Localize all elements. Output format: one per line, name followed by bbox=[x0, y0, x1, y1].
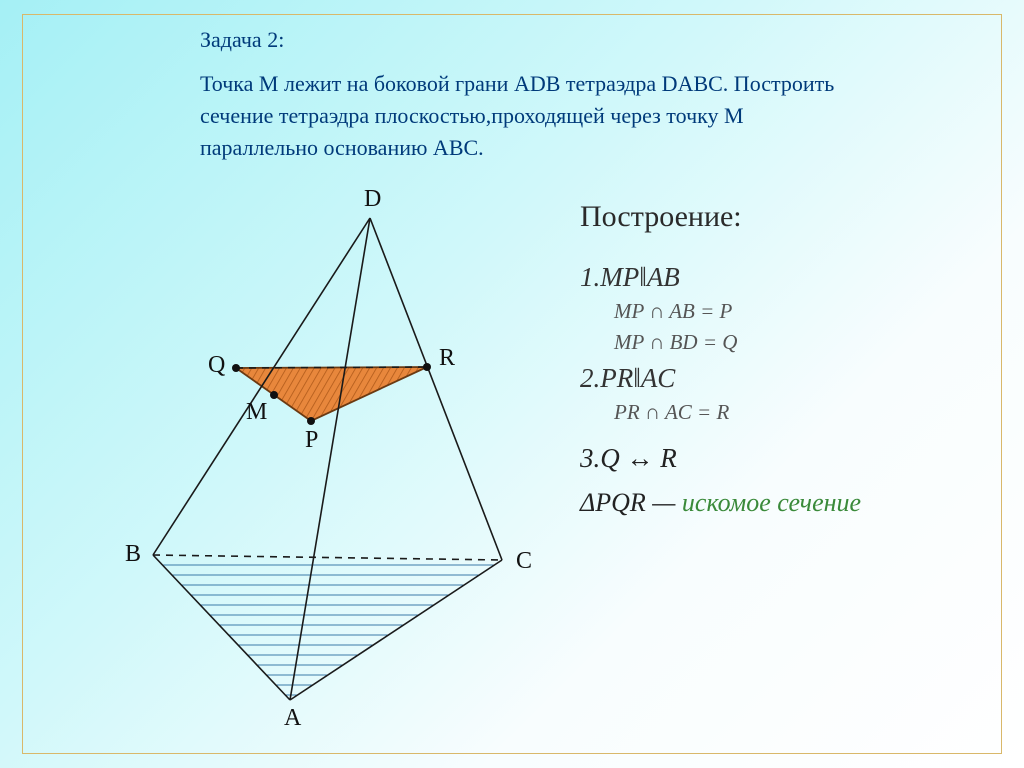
task-body: Точка М лежит на боковой грани ADB тетра… bbox=[200, 68, 850, 164]
step-1: 1.MP‖AB bbox=[580, 262, 980, 293]
step-1a: MP ∩ AB = P bbox=[614, 299, 980, 324]
construction-heading: Построение: bbox=[580, 200, 980, 234]
result-right: искомое сечение bbox=[682, 488, 861, 517]
svg-text:B: B bbox=[125, 541, 141, 567]
task-block: Задача 2: Точка М лежит на боковой грани… bbox=[200, 24, 850, 164]
construction-column: Построение: 1.MP‖AB MP ∩ AB = P MP ∩ BD … bbox=[580, 200, 980, 518]
result-left: ΔPQR — bbox=[580, 488, 675, 517]
step-1b: MP ∩ BD = Q bbox=[614, 330, 980, 355]
result-line: ΔPQR — искомое сечение bbox=[580, 488, 980, 518]
svg-text:C: C bbox=[516, 548, 532, 574]
svg-text:Q: Q bbox=[208, 352, 225, 378]
step-2a: PR ∩ AC = R bbox=[614, 400, 980, 425]
svg-text:R: R bbox=[439, 345, 455, 371]
tetrahedron-diagram: A B C D P Q R M bbox=[70, 190, 570, 730]
task-title: Задача 2: bbox=[200, 24, 850, 56]
step-3-text: 3.Q ↔ R bbox=[580, 443, 677, 473]
step-3: 3.Q ↔ R bbox=[580, 443, 980, 474]
svg-text:A: A bbox=[284, 705, 302, 730]
svg-text:P: P bbox=[305, 427, 318, 453]
step-2: 2.PR‖AC bbox=[580, 363, 980, 394]
svg-text:D: D bbox=[364, 190, 381, 212]
svg-text:M: M bbox=[246, 399, 267, 425]
